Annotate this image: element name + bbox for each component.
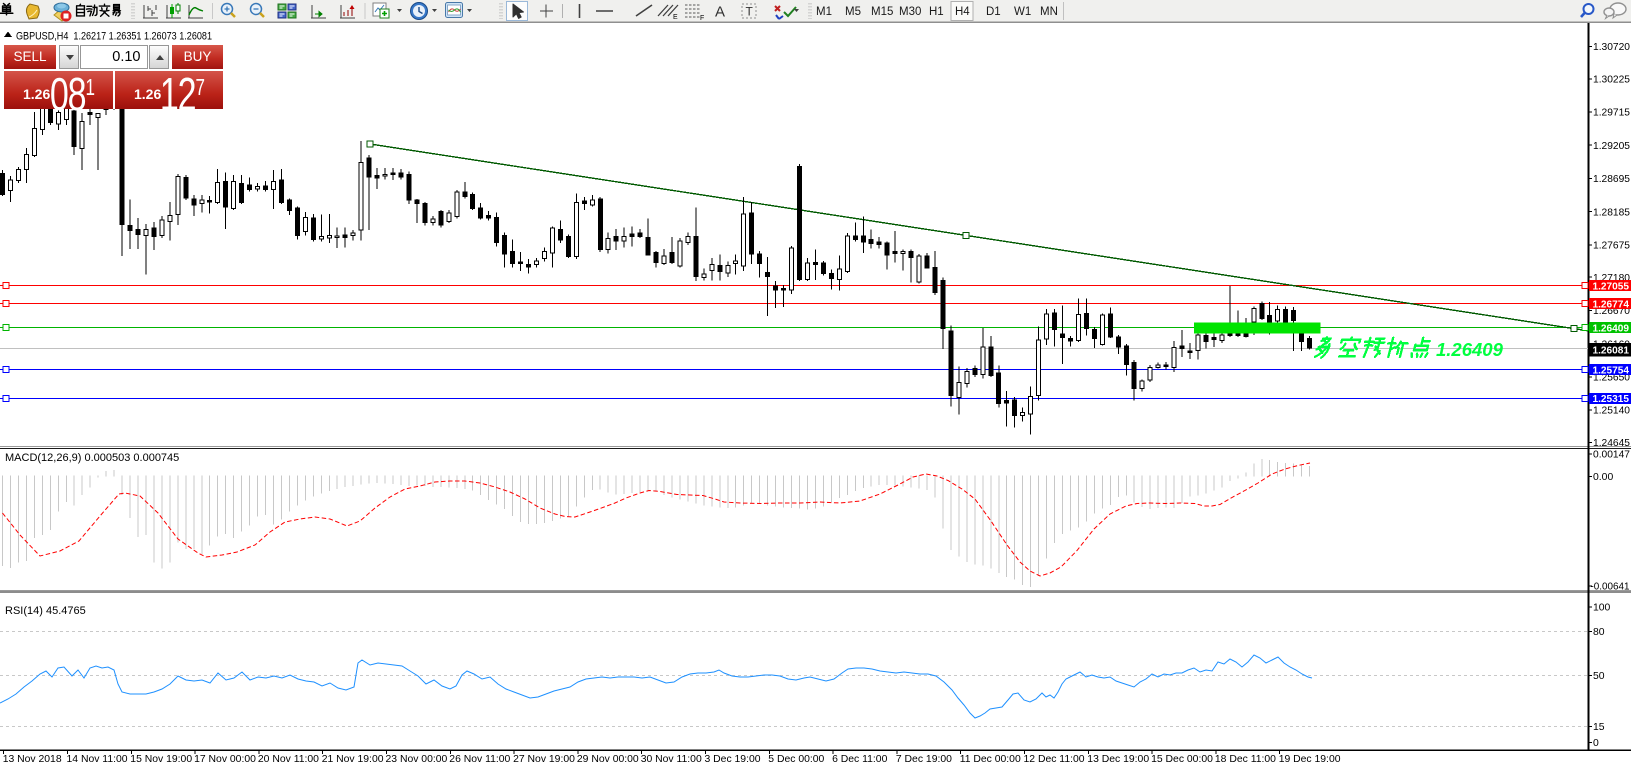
svg-text:1.28695: 1.28695 (1593, 174, 1630, 185)
svg-text:17 Nov 00:00: 17 Nov 00:00 (194, 754, 256, 765)
svg-text:15 Dec 00:00: 15 Dec 00:00 (1151, 754, 1213, 765)
svg-text:1.25650: 1.25650 (1593, 373, 1630, 384)
svg-text:F: F (700, 15, 704, 22)
svg-text:12 Dec 11:00: 12 Dec 11:00 (1024, 754, 1085, 765)
svg-text:MACD(12,26,9) 0.000503 0.00074: MACD(12,26,9) 0.000503 0.000745 (5, 452, 179, 464)
svg-text:1.27180: 1.27180 (1593, 273, 1630, 284)
svg-text:3 Dec 19:00: 3 Dec 19:00 (705, 754, 761, 765)
svg-text:1.25140: 1.25140 (1593, 406, 1630, 417)
svg-text:15: 15 (1593, 722, 1605, 733)
svg-text:M15: M15 (871, 6, 893, 18)
svg-text:26 Nov 11:00: 26 Nov 11:00 (449, 754, 510, 765)
svg-text:W1: W1 (1014, 6, 1031, 18)
svg-text:1.26670: 1.26670 (1593, 306, 1630, 317)
svg-text:H1: H1 (929, 6, 944, 18)
svg-text:E: E (673, 14, 678, 21)
svg-text:27 Nov 19:00: 27 Nov 19:00 (513, 754, 575, 765)
svg-text:1.27675: 1.27675 (1593, 241, 1630, 252)
svg-text:T: T (746, 5, 754, 19)
svg-text:15 Nov 19:00: 15 Nov 19:00 (130, 754, 192, 765)
svg-text:13 Nov 2018: 13 Nov 2018 (3, 754, 62, 765)
svg-text:D1: D1 (986, 6, 1001, 18)
svg-text:1.27055: 1.27055 (1593, 281, 1630, 292)
svg-text:14 Nov 11:00: 14 Nov 11:00 (67, 754, 128, 765)
svg-text:23 Nov 00:00: 23 Nov 00:00 (386, 754, 448, 765)
svg-text:A: A (715, 4, 725, 21)
svg-text:11 Dec 00:00: 11 Dec 00:00 (960, 754, 1021, 765)
svg-text:1.29715: 1.29715 (1593, 108, 1630, 119)
svg-text:19 Dec 19:00: 19 Dec 19:00 (1279, 754, 1341, 765)
svg-text:1.30225: 1.30225 (1593, 74, 1630, 85)
svg-text:13 Dec 19:00: 13 Dec 19:00 (1087, 754, 1149, 765)
svg-text:1.26409: 1.26409 (1593, 323, 1630, 334)
svg-text:20 Nov 11:00: 20 Nov 11:00 (258, 754, 319, 765)
svg-text:7 Dec 19:00: 7 Dec 19:00 (896, 754, 952, 765)
svg-text:MN: MN (1040, 6, 1058, 18)
svg-text:1.26774: 1.26774 (1593, 299, 1630, 310)
svg-text:M5: M5 (845, 6, 861, 18)
svg-text:M1: M1 (816, 6, 832, 18)
svg-text:0.00: 0.00 (1593, 472, 1613, 483)
svg-text:100: 100 (1593, 603, 1611, 614)
svg-text:1.25315: 1.25315 (1593, 394, 1630, 405)
svg-text:1.28185: 1.28185 (1593, 207, 1630, 218)
svg-text:H4: H4 (955, 6, 970, 18)
svg-text:M30: M30 (899, 6, 921, 18)
svg-text:50: 50 (1593, 671, 1605, 682)
svg-text:1.26409: 1.26409 (1436, 339, 1504, 360)
svg-text:1.25754: 1.25754 (1593, 365, 1630, 376)
svg-text:RSI(14) 45.4765: RSI(14) 45.4765 (5, 605, 86, 617)
svg-text:0.00147: 0.00147 (1593, 450, 1630, 461)
svg-text:6 Dec 11:00: 6 Dec 11:00 (832, 754, 887, 765)
svg-text:1.26081: 1.26081 (1593, 346, 1630, 357)
svg-text:18 Dec 11:00: 18 Dec 11:00 (1215, 754, 1276, 765)
svg-text:0: 0 (1593, 738, 1599, 749)
svg-text:1.24645: 1.24645 (1593, 438, 1630, 449)
svg-text:GBPUSD,H4 1.26217 1.26351 1.2: GBPUSD,H4 1.26217 1.26351 1.26073 1.2608… (16, 31, 212, 43)
svg-text:29 Nov 00:00: 29 Nov 00:00 (577, 754, 639, 765)
svg-text:1.30720: 1.30720 (1593, 42, 1630, 53)
svg-text:21 Nov 19:00: 21 Nov 19:00 (322, 754, 384, 765)
svg-text:80: 80 (1593, 627, 1605, 638)
svg-text:5 Dec 00:00: 5 Dec 00:00 (768, 754, 824, 765)
svg-text:1.29205: 1.29205 (1593, 141, 1630, 152)
svg-text:-0.00641: -0.00641 (1591, 582, 1630, 593)
svg-text:30 Nov 11:00: 30 Nov 11:00 (641, 754, 702, 765)
